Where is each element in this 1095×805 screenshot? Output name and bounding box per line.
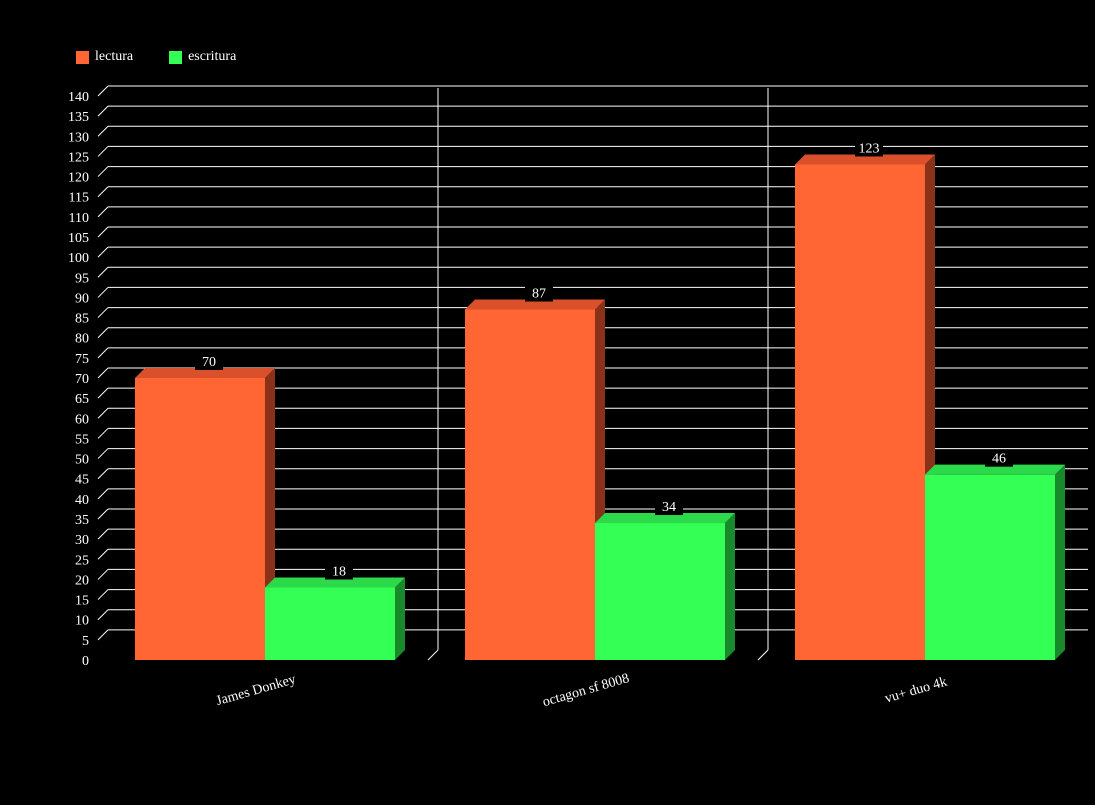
gridline-depth bbox=[97, 387, 109, 399]
gridline-depth bbox=[97, 166, 109, 177]
y-tick-label: 55 bbox=[75, 432, 89, 447]
y-tick-label: 40 bbox=[75, 493, 89, 508]
bar bbox=[925, 474, 1055, 660]
y-tick-label: 75 bbox=[75, 352, 89, 367]
gridline-depth bbox=[97, 327, 109, 339]
y-tick-label: 130 bbox=[68, 130, 89, 145]
bar bbox=[465, 309, 595, 660]
x-tick-label: octagon sf 8008 bbox=[541, 671, 631, 710]
bar bbox=[595, 523, 725, 660]
gridline-depth bbox=[97, 589, 109, 600]
legend: lectura escritura bbox=[76, 49, 236, 65]
legend-swatch bbox=[76, 50, 89, 64]
y-tick-label: 35 bbox=[75, 513, 89, 528]
bar-top bbox=[595, 513, 735, 524]
y-tick-label: 90 bbox=[75, 291, 89, 306]
data-label-bg bbox=[195, 353, 223, 370]
gridline-depth bbox=[97, 528, 109, 540]
gridline-depth bbox=[97, 246, 109, 258]
y-tick-label: 0 bbox=[82, 654, 89, 669]
gridline-depth bbox=[97, 287, 109, 298]
gridline-depth bbox=[97, 468, 109, 480]
y-tick-label: 25 bbox=[75, 553, 89, 568]
bar-side bbox=[725, 513, 735, 660]
gridline-depth bbox=[97, 488, 109, 500]
y-tick-label: 120 bbox=[68, 171, 89, 186]
gridline-depth bbox=[97, 448, 109, 459]
gridline-depth bbox=[97, 307, 109, 318]
bar-top bbox=[135, 368, 275, 378]
y-tick-label: 10 bbox=[75, 614, 89, 629]
bar bbox=[135, 378, 265, 660]
y-tick-label: 135 bbox=[68, 110, 89, 125]
legend-swatch bbox=[169, 50, 183, 64]
y-tick-label: 20 bbox=[75, 573, 89, 588]
data-label-bg bbox=[325, 562, 353, 580]
legend-item: escritura bbox=[169, 49, 236, 65]
y-tick-label: 60 bbox=[75, 412, 89, 427]
gridline-depth bbox=[97, 407, 109, 419]
category-separator-depth bbox=[757, 649, 769, 661]
data-label-bg bbox=[655, 498, 683, 516]
y-tick-label: 70 bbox=[75, 372, 89, 387]
x-tick-label: James Donkey bbox=[215, 672, 298, 709]
bar-top bbox=[795, 154, 935, 165]
gridline-depth bbox=[97, 508, 109, 520]
data-label-bg bbox=[855, 139, 883, 157]
bar-top bbox=[265, 577, 405, 588]
gridline-depth bbox=[97, 226, 109, 238]
y-tick-label: 85 bbox=[75, 312, 89, 327]
category-separator-depth bbox=[427, 649, 439, 661]
bar-top bbox=[925, 464, 1065, 475]
data-label: 34 bbox=[662, 500, 676, 515]
bar bbox=[795, 164, 925, 660]
gridline-depth bbox=[97, 548, 109, 560]
gridline-depth bbox=[97, 266, 109, 278]
gridline-depth bbox=[97, 367, 109, 379]
gridline-depth bbox=[97, 105, 109, 117]
y-tick-label: 30 bbox=[75, 533, 89, 548]
data-label: 123 bbox=[859, 141, 880, 156]
gridline-depth bbox=[97, 609, 109, 621]
gridline-depth bbox=[97, 206, 109, 218]
gridline-depth bbox=[97, 186, 109, 198]
y-tick-label: 110 bbox=[69, 211, 89, 226]
legend-label: lectura bbox=[95, 49, 134, 64]
y-tick-label: 15 bbox=[75, 594, 89, 609]
y-tick-label: 45 bbox=[75, 473, 89, 488]
legend-item: lectura bbox=[76, 49, 133, 65]
gridline-depth bbox=[97, 569, 109, 580]
gridline-depth bbox=[97, 629, 109, 641]
gridline-depth bbox=[97, 347, 109, 359]
bar-side bbox=[1055, 464, 1065, 660]
y-tick-label: 105 bbox=[68, 231, 89, 246]
y-tick-label: 95 bbox=[75, 271, 89, 286]
y-tick-label: 100 bbox=[68, 251, 89, 266]
y-tick-label: 50 bbox=[75, 453, 89, 468]
bar bbox=[265, 587, 395, 660]
gridline-depth bbox=[97, 85, 109, 97]
x-tick-label: vu+ duo 4k bbox=[883, 675, 949, 707]
gridline-depth bbox=[97, 146, 109, 157]
y-tick-label: 115 bbox=[69, 191, 89, 206]
legend-label: escritura bbox=[188, 49, 237, 64]
y-tick-label: 5 bbox=[82, 634, 89, 649]
data-label-bg bbox=[525, 284, 553, 302]
bar-side bbox=[395, 577, 405, 660]
data-label: 87 bbox=[532, 287, 546, 302]
gridline-depth bbox=[97, 428, 109, 439]
bar-top bbox=[465, 299, 605, 310]
y-tick-label: 125 bbox=[68, 150, 89, 165]
gridline-depth bbox=[97, 125, 109, 137]
data-label: 18 bbox=[332, 564, 346, 579]
y-tick-label: 140 bbox=[68, 90, 89, 105]
y-tick-label: 80 bbox=[75, 332, 89, 347]
data-label: 70 bbox=[202, 355, 216, 370]
y-tick-label: 65 bbox=[75, 392, 89, 407]
data-label-bg bbox=[985, 449, 1013, 467]
data-label: 46 bbox=[992, 452, 1006, 467]
